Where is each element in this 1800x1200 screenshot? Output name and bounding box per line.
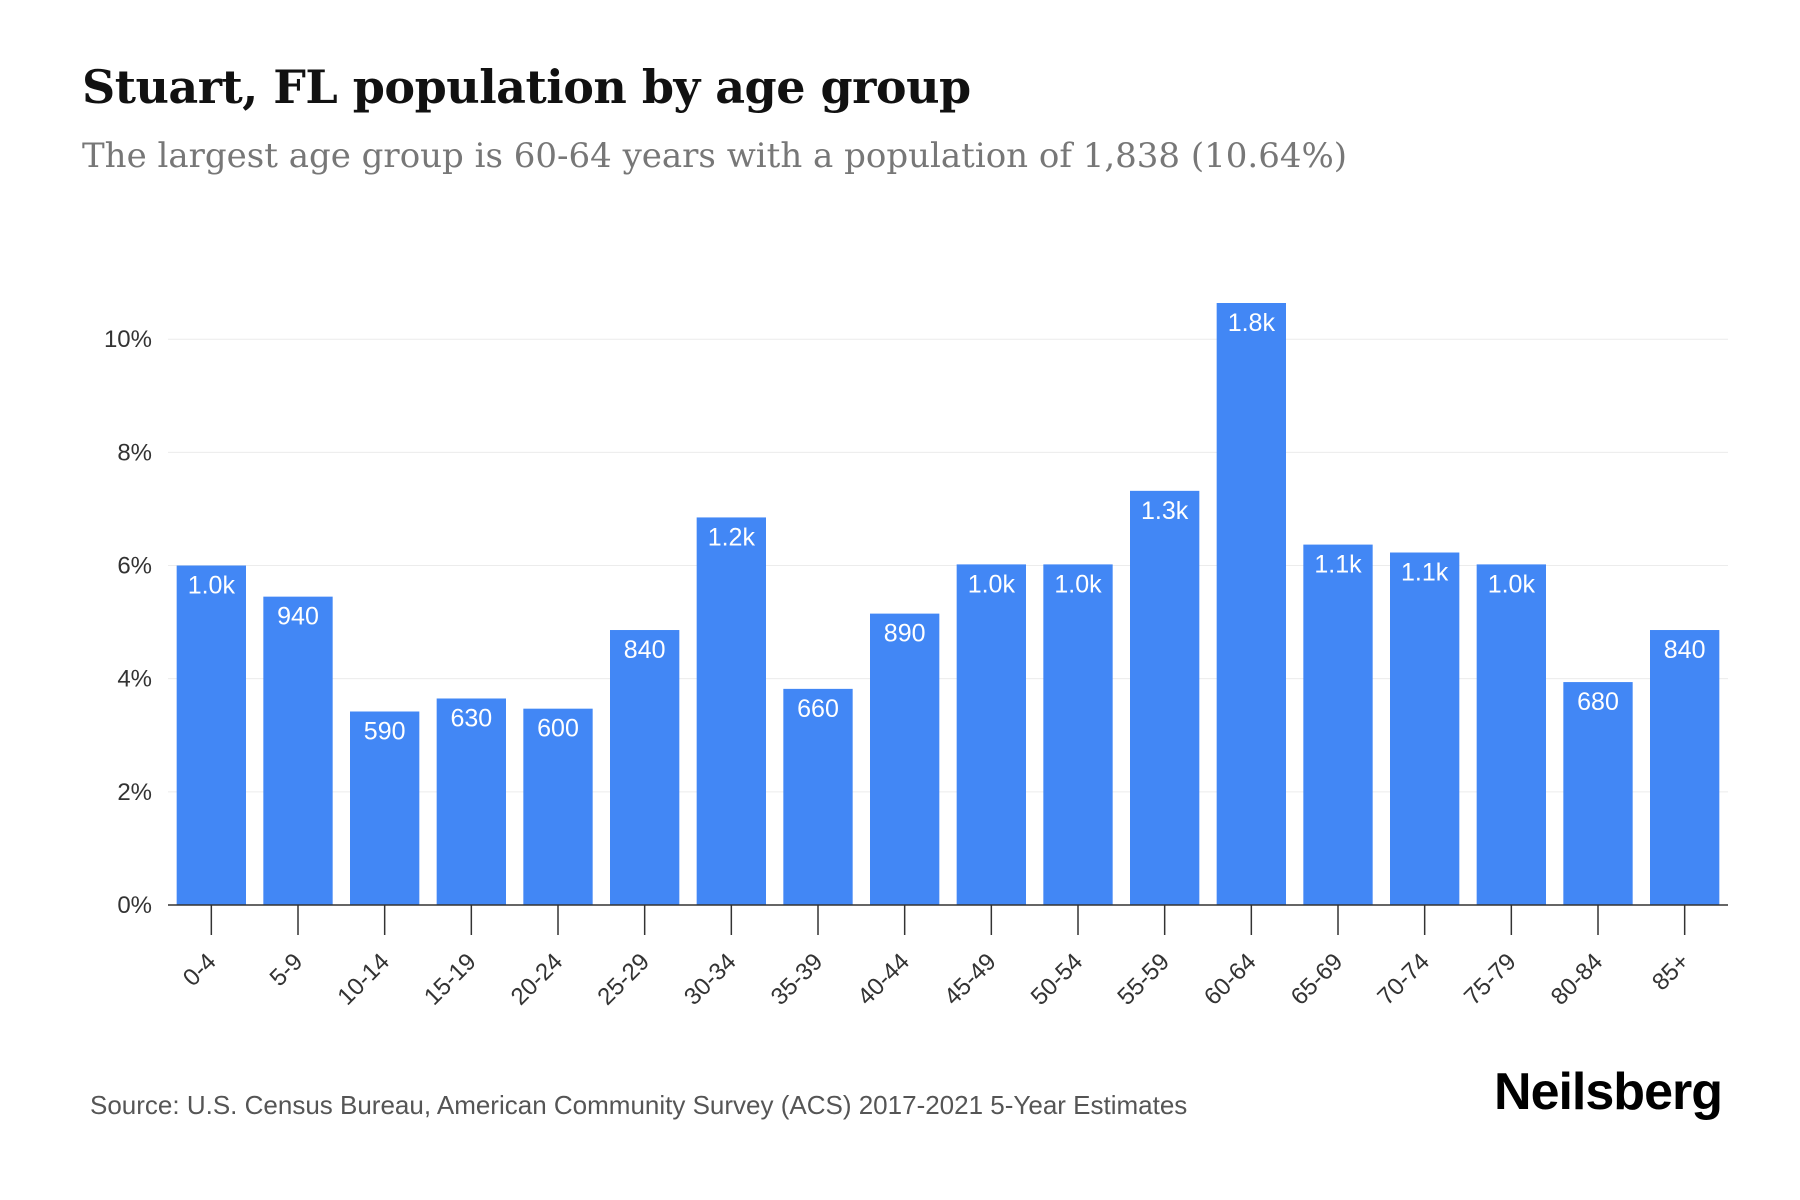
x-tick-label: 35-39 bbox=[766, 948, 829, 1011]
data-label: 590 bbox=[364, 718, 406, 746]
y-tick-label: 10% bbox=[104, 326, 152, 353]
data-label: 1.0k bbox=[1488, 570, 1536, 598]
bar-25-29 bbox=[610, 630, 680, 905]
y-tick-label: 0% bbox=[117, 892, 152, 919]
data-label: 630 bbox=[450, 704, 492, 732]
bar-0-4 bbox=[176, 565, 246, 905]
data-label: 840 bbox=[624, 636, 666, 664]
x-tick-label: 50-54 bbox=[1026, 948, 1089, 1011]
gridlines bbox=[168, 338, 1728, 793]
x-tick-label: 5-9 bbox=[265, 948, 309, 992]
bar-30-34 bbox=[696, 517, 766, 905]
bar-45-49 bbox=[956, 564, 1026, 905]
data-label: 1.8k bbox=[1228, 309, 1276, 337]
x-tick-label: 20-24 bbox=[506, 948, 569, 1011]
bar-65-69 bbox=[1303, 544, 1373, 905]
x-axis: 0-4 5-9 10-14 15-19 20-24 25-29 30-34 35-39 40-4… bbox=[168, 904, 1728, 1011]
x-tick-label: 0-4 bbox=[178, 948, 222, 992]
data-label: 1.1k bbox=[1401, 559, 1449, 587]
data-label: 1.1k bbox=[1314, 551, 1362, 579]
data-label: 680 bbox=[1577, 688, 1619, 716]
data-label: 600 bbox=[537, 715, 579, 743]
bar-55-59 bbox=[1130, 490, 1200, 905]
bar-85+ bbox=[1650, 630, 1720, 905]
x-tick-label: 80-84 bbox=[1546, 948, 1609, 1011]
bar-70-74 bbox=[1390, 552, 1460, 905]
y-tick-label: 6% bbox=[117, 553, 152, 580]
y-tick-label: 2% bbox=[117, 779, 152, 806]
bar-75-79 bbox=[1476, 564, 1546, 905]
data-label: 940 bbox=[277, 603, 319, 631]
y-tick-label: 8% bbox=[117, 439, 152, 466]
chart-subtitle: The largest age group is 60-64 years wit… bbox=[82, 136, 1348, 176]
bar-35-39 bbox=[783, 688, 853, 905]
bars: 1.0k 940 590 630 600 840 1.2k 660 890 1.0k 1.0k 1.3… bbox=[176, 303, 1720, 905]
data-label: 660 bbox=[797, 695, 839, 723]
x-tick-label: 45-49 bbox=[939, 948, 1002, 1011]
data-label: 1.3k bbox=[1141, 497, 1189, 525]
x-tick-label: 70-74 bbox=[1372, 948, 1435, 1011]
chart-title: Stuart, FL population by age group bbox=[82, 60, 971, 114]
bar-80-84 bbox=[1563, 682, 1633, 905]
x-tick-label: 30-34 bbox=[679, 948, 742, 1011]
y-axis: 0% 2% 4% 6% 8% 10% bbox=[104, 326, 152, 919]
bar-60-64 bbox=[1216, 303, 1286, 905]
bar-40-44 bbox=[870, 613, 940, 905]
bar-10-14 bbox=[350, 711, 420, 905]
x-tick-label: 40-44 bbox=[852, 948, 915, 1011]
data-label: 890 bbox=[884, 620, 926, 648]
bar-20-24 bbox=[523, 708, 593, 905]
data-label: 1.0k bbox=[188, 572, 236, 600]
brand-logo: Neilsberg bbox=[1494, 1063, 1723, 1121]
data-label: 1.2k bbox=[708, 523, 756, 551]
x-tick-label: 60-64 bbox=[1199, 948, 1262, 1011]
x-tick-label: 15-19 bbox=[419, 948, 482, 1011]
bar-15-19 bbox=[436, 698, 506, 905]
x-tick-label: 10-14 bbox=[332, 948, 395, 1011]
x-tick-label: 25-29 bbox=[592, 948, 655, 1011]
x-tick-label: 65-69 bbox=[1286, 948, 1349, 1011]
x-tick-label: 55-59 bbox=[1112, 948, 1175, 1011]
data-label: 1.0k bbox=[1054, 570, 1102, 598]
bar-50-54 bbox=[1043, 564, 1113, 905]
x-tick-label: 85+ bbox=[1647, 948, 1695, 996]
bar-5-9 bbox=[263, 596, 333, 905]
data-label: 1.0k bbox=[968, 570, 1016, 598]
source-note: Source: U.S. Census Bureau, American Com… bbox=[90, 1090, 1188, 1120]
y-tick-label: 4% bbox=[117, 666, 152, 693]
x-tick-label: 75-79 bbox=[1459, 948, 1522, 1011]
data-label: 840 bbox=[1664, 636, 1706, 664]
